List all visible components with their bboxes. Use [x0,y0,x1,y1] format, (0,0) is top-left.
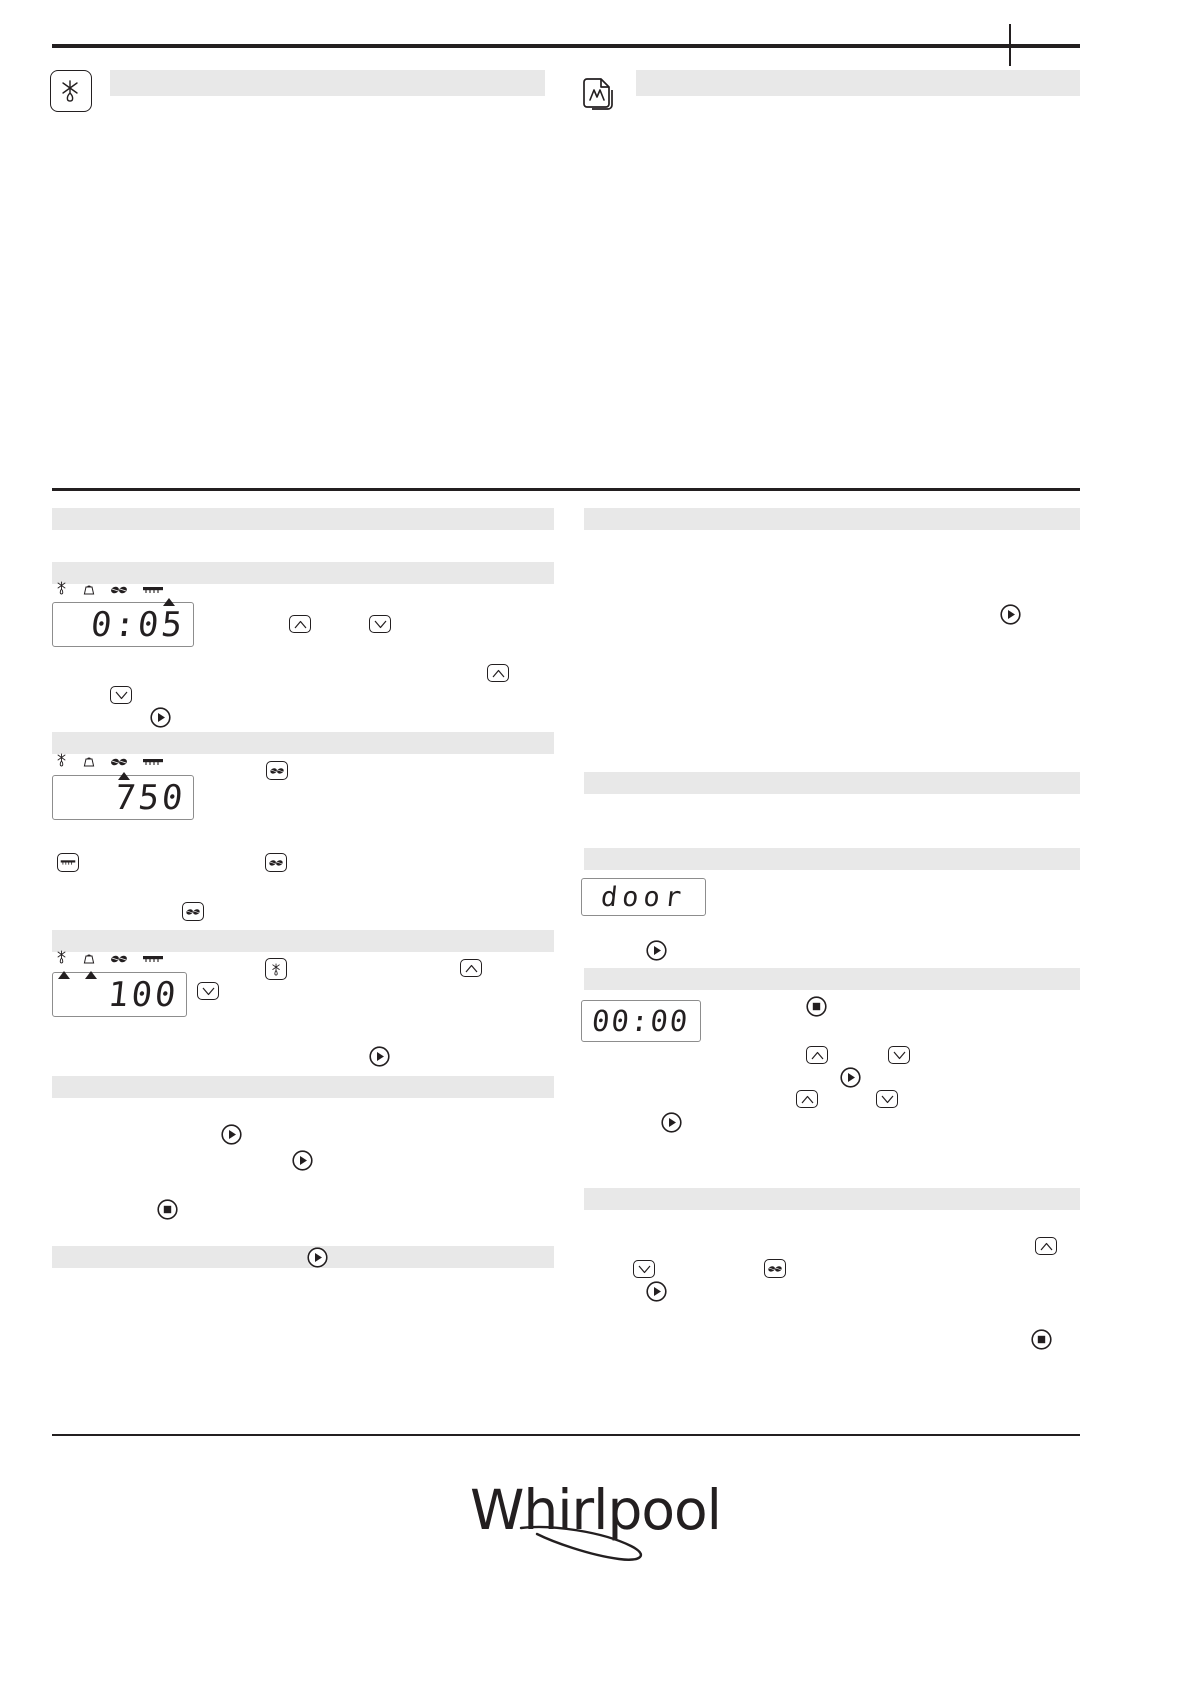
header-left-title-band [110,70,545,96]
grill-icon [142,581,164,602]
right-sec4-title-band [584,968,1080,990]
crisp-key[interactable] [265,853,287,872]
weight-icon [82,753,96,774]
crisp-icon [110,753,128,774]
start-key[interactable] [221,1124,242,1145]
crisp-key[interactable] [182,902,204,921]
start-key[interactable] [840,1067,861,1088]
lcd-power-value: 750 [112,777,188,818]
left-sub3-title-band [52,930,554,952]
stop-key[interactable] [806,996,827,1017]
up-arrow-key[interactable] [289,615,311,633]
lcd3-status-row [56,950,178,971]
stop-key[interactable] [157,1199,178,1220]
grill-icon [142,950,164,971]
right-sec2-title-band [584,772,1080,794]
down-arrow-key[interactable] [197,982,219,1000]
brand-wordmark: Whirlpool [470,1478,722,1542]
section-divider-rule [52,488,1080,491]
up-arrow-key[interactable] [487,664,509,682]
lcd-display-clock: 00:00 [581,1000,701,1042]
right-sec5-title-band [584,1188,1080,1210]
stop-key[interactable] [1031,1329,1052,1350]
weight-icon [82,581,96,602]
start-key[interactable] [1000,604,1021,625]
start-key[interactable] [292,1150,313,1171]
up-arrow-key[interactable] [460,959,482,977]
up-arrow-key[interactable] [806,1046,828,1064]
right-sec1-title-band [584,508,1080,530]
lcd-jetstart-value: 100 [105,974,181,1015]
lcd3-marker-defrost [58,971,70,979]
start-key[interactable] [661,1112,682,1133]
start-key[interactable] [150,707,171,728]
header-rule [52,44,1080,48]
lcd-clock-value: 00:00 [590,1004,692,1038]
lcd-display-power: 750 [52,775,194,820]
left-section-title-band [52,508,554,530]
defrost-icon [56,753,68,774]
left-sub2-title-band [52,732,554,754]
down-arrow-key[interactable] [888,1046,910,1064]
start-key[interactable] [646,940,667,961]
defrost-icon [56,950,68,971]
down-arrow-key[interactable] [633,1260,655,1278]
brand-logo: Whirlpool [0,1478,1191,1561]
crisp-icon [110,581,128,602]
crisp-icon [110,950,128,971]
down-arrow-key[interactable] [110,686,132,704]
start-key[interactable] [646,1281,667,1302]
grill-icon [142,753,164,774]
lcd-display-door: door [581,878,706,916]
grill-key[interactable] [57,853,79,872]
lcd2-status-row [56,753,178,774]
left-sub5-title-band [52,1246,554,1268]
start-key[interactable] [369,1046,390,1067]
left-sub1-title-band [52,562,554,584]
lcd-display-jetstart: 100 [52,972,187,1017]
lcd1-marker-grill [163,598,175,606]
page-corner-rule [1009,24,1011,66]
footer-rule [52,1434,1080,1436]
lcd3-marker-weight [85,971,97,979]
lcd-timer-value: 0:05 [89,604,188,645]
manual-document-icon [574,68,626,114]
weight-icon [82,950,96,971]
right-sec3-title-band [584,848,1080,870]
lcd2-marker-weight [118,772,130,780]
defrost-key[interactable] [265,958,287,980]
lcd-display-timer: 0:05 [52,602,194,647]
down-arrow-key[interactable] [369,615,391,633]
crisp-key[interactable] [764,1259,786,1278]
defrost-icon [50,70,92,112]
left-sub4-title-band [52,1076,554,1098]
up-arrow-key[interactable] [796,1090,818,1108]
brand-swoosh-icon [519,1525,642,1561]
lcd1-status-row [56,581,178,602]
lcd-door-value: door [599,881,688,913]
defrost-icon [56,581,68,602]
up-arrow-key[interactable] [1035,1237,1057,1255]
header-right-title-band [636,70,1080,96]
down-arrow-key[interactable] [876,1090,898,1108]
start-key[interactable] [307,1247,328,1268]
crisp-key[interactable] [266,761,288,780]
